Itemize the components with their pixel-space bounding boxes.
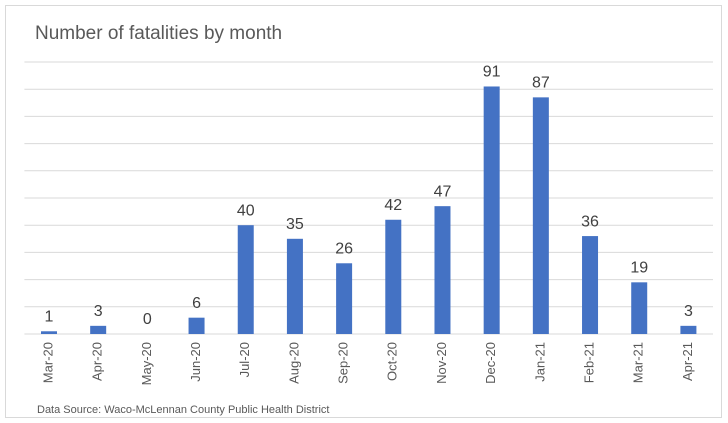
value-label: 42	[384, 197, 402, 214]
value-label: 87	[532, 75, 550, 92]
value-label: 3	[94, 303, 103, 320]
bar	[336, 263, 353, 334]
bar	[631, 282, 648, 334]
chart-border	[5, 5, 722, 418]
bar	[237, 225, 254, 334]
x-tick-label: Feb-21	[581, 342, 596, 383]
value-label: 1	[45, 308, 54, 325]
bar	[90, 325, 107, 334]
bar	[188, 317, 205, 334]
bar	[286, 238, 303, 334]
value-label: 0	[143, 311, 152, 328]
bar	[582, 236, 599, 334]
x-tick-label: Jun-20	[188, 342, 203, 382]
x-tick-label: May-20	[139, 342, 154, 385]
value-label: 36	[581, 213, 599, 230]
value-label: 6	[192, 295, 201, 312]
value-label: 26	[335, 240, 353, 257]
value-label: 35	[286, 216, 304, 233]
source-note: Data Source: Waco-McLennan County Public…	[37, 404, 329, 416]
bar	[680, 325, 697, 334]
value-label: 19	[630, 260, 648, 277]
value-label: 47	[434, 183, 452, 200]
x-tick-label: Sep-20	[336, 342, 351, 384]
x-tick-label: Aug-20	[286, 342, 301, 384]
x-tick-label: Mar-21	[631, 342, 646, 383]
chart-title: Number of fatalities by month	[35, 23, 282, 44]
bar	[483, 86, 500, 334]
x-tick-label: Mar-20	[40, 342, 55, 383]
x-tick-label: Jul-20	[237, 342, 252, 377]
bar	[40, 331, 57, 334]
bar	[385, 219, 402, 334]
value-label: 91	[483, 64, 501, 81]
x-tick-label: Apr-21	[680, 342, 695, 381]
bar	[434, 206, 451, 334]
value-label: 40	[237, 202, 255, 219]
value-label: 3	[684, 303, 693, 320]
x-tick-label: Nov-20	[434, 342, 449, 384]
x-tick-label: Apr-20	[90, 342, 105, 381]
x-tick-label: Oct-20	[385, 342, 400, 381]
bar	[532, 97, 549, 334]
x-tick-label: Dec-20	[483, 342, 498, 384]
x-tick-label: Jan-21	[532, 342, 547, 382]
